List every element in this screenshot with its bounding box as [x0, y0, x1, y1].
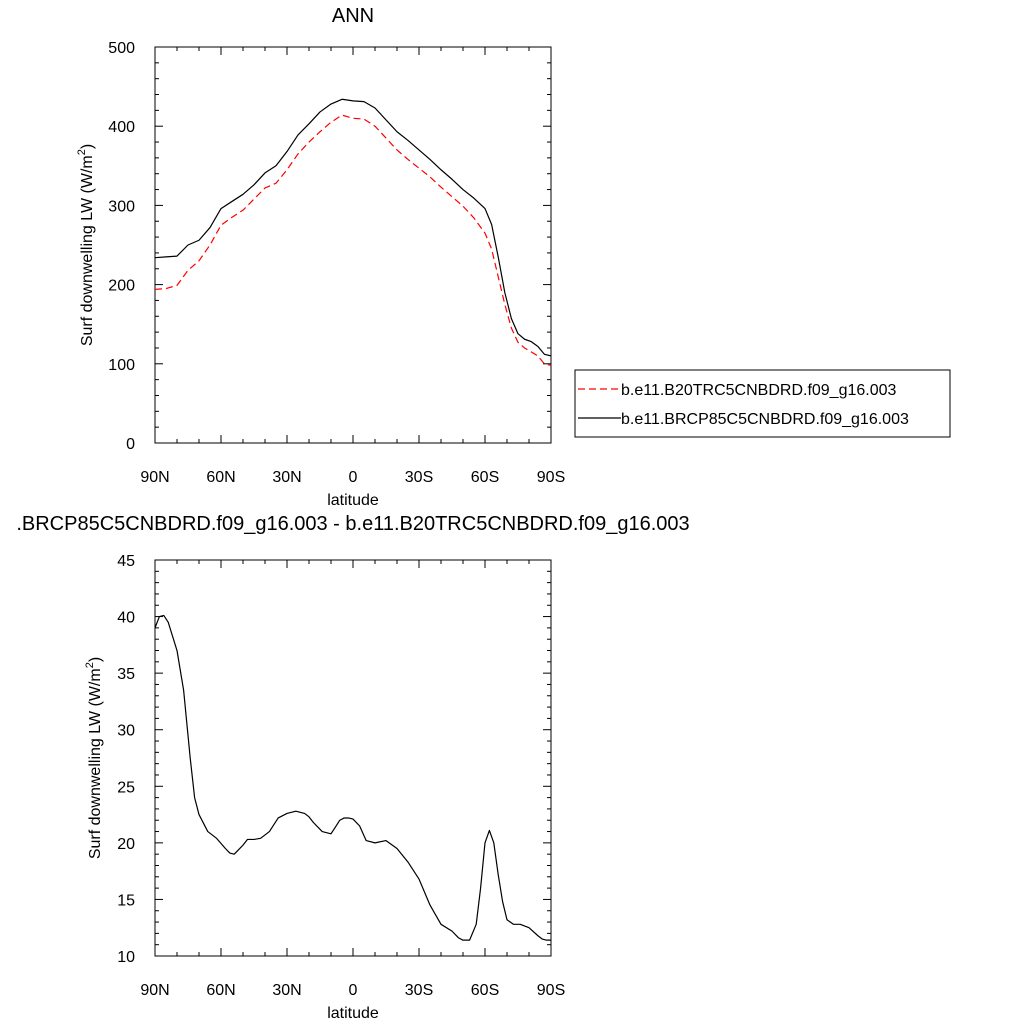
series-line-1 [154, 614, 551, 941]
plot-panel-1: ANN 90N 60N 30N 0 30S 60S 90S 0 100 200 300 400 500 la… [76, 5, 951, 509]
plot-title: ANN [332, 5, 374, 27]
legend-label-1: b.e11.B20TRC5CNBDRD.f09_g16.003 [621, 382, 897, 399]
x-axis-title: latitude [327, 492, 379, 509]
series-line-1 [154, 114, 552, 366]
plot-panel-2: .BRCP85C5CNBDRD.f09_g16.003 - b.e11.B20T… [16, 513, 689, 1022]
x-tick-label: 0 [349, 469, 358, 486]
y-axis-title-close: ) [79, 144, 96, 149]
y-tick-label: 0 [126, 436, 135, 453]
x-tick-label: 90S [537, 982, 565, 999]
x-tick-label: 60S [471, 469, 499, 486]
legend: b.e11.B20TRC5CNBDRD.f09_g16.003 b.e11.BRC… [574, 369, 951, 438]
y-tick-label: 20 [117, 836, 135, 853]
y-axis-title: Surf downwelling LW (W/m2) [84, 657, 104, 859]
legend-box [574, 369, 951, 438]
x-tick-label: 30S [405, 982, 433, 999]
x-tick-label: 30N [272, 982, 301, 999]
x-tick-label: 30N [272, 469, 301, 486]
x-tick-label: 60N [206, 982, 235, 999]
y-tick-label: 100 [108, 357, 135, 374]
y-axis-title-text: Surf downwelling LW (W/m [87, 668, 104, 859]
x-tick-label: 30S [405, 469, 433, 486]
x-tick-label: 90N [140, 982, 169, 999]
y-tick-label: 200 [108, 278, 135, 295]
legend-label-2: b.e11.BRCP85C5CNBDRD.f09_g16.003 [621, 411, 909, 428]
y-tick-label: 25 [117, 779, 135, 796]
y-tick-label: 500 [108, 40, 135, 57]
y-tick-label: 30 [117, 723, 135, 740]
series-line-2 [154, 98, 552, 357]
y-axis-title-superscript: 2 [76, 149, 88, 155]
y-tick-label: 400 [108, 119, 135, 136]
y-axis-title-text: Surf downwelling LW (W/m [79, 155, 96, 346]
plot-frame [154, 559, 552, 957]
y-axis-title: Surf downwelling LW (W/m2) [76, 144, 96, 346]
y-axis-title-superscript: 2 [84, 662, 96, 668]
y-tick-label: 35 [117, 666, 135, 683]
y-axis-title-close: ) [87, 657, 104, 662]
x-tick-label: 60N [206, 469, 235, 486]
y-tick-label: 10 [117, 949, 135, 966]
y-tick-label: 40 [117, 610, 135, 627]
plot-frame [154, 46, 552, 444]
x-axis-title: latitude [327, 1005, 379, 1022]
x-tick-label: 90S [537, 469, 565, 486]
y-tick-label: 300 [108, 198, 135, 215]
x-tick-label: 90N [140, 469, 169, 486]
y-tick-label: 45 [117, 553, 135, 570]
x-tick-label: 0 [349, 982, 358, 999]
plot-title: .BRCP85C5CNBDRD.f09_g16.003 - b.e11.B20T… [16, 513, 689, 535]
x-tick-label: 60S [471, 982, 499, 999]
y-tick-label: 15 [117, 892, 135, 909]
